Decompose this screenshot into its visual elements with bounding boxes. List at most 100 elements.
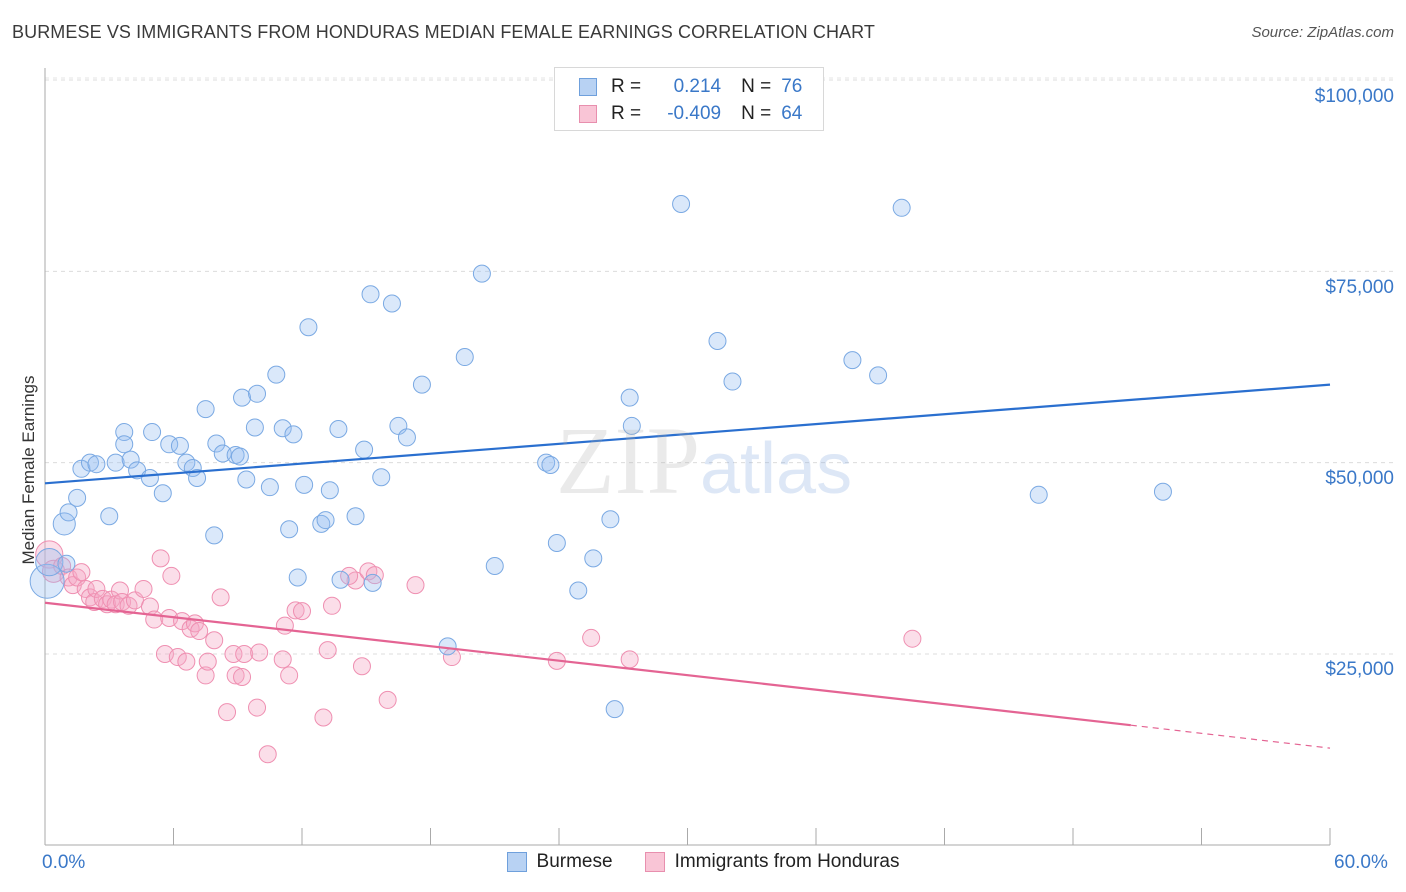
burmese-point: [397, 428, 416, 447]
burmese-point: [455, 348, 474, 367]
burmese-point: [620, 388, 639, 407]
burmese-point: [230, 447, 249, 466]
honduras-point: [162, 566, 181, 585]
burmese-point: [485, 556, 504, 575]
honduras-point: [903, 629, 922, 648]
burmese-point: [1153, 482, 1172, 501]
honduras-point: [224, 645, 243, 663]
honduras-point: [258, 745, 277, 764]
honduras-point: [280, 666, 299, 685]
honduras-point: [322, 596, 341, 615]
burmese-point: [100, 507, 119, 526]
honduras-point: [275, 616, 294, 635]
burmese-point: [329, 419, 348, 438]
burmese-point: [248, 384, 267, 403]
honduras-point: [110, 581, 129, 600]
stats-legend: R = 0.214 N = 76 R = -0.409 N = 64: [554, 67, 824, 131]
burmese-point: [188, 468, 207, 487]
y-axis-label: Median Female Earnings: [19, 375, 38, 565]
trend-lines: [44, 383, 1331, 749]
y-tick-label: $50,000: [1325, 468, 1394, 489]
stats-row-honduras: R = -0.409 N = 64: [579, 101, 802, 127]
honduras-point: [87, 579, 106, 598]
honduras-point: [177, 652, 196, 671]
burmese-point: [59, 503, 78, 522]
burmese-point: [115, 423, 134, 442]
burmese-point: [672, 194, 691, 213]
n-label: N =: [741, 76, 772, 97]
burmese-point: [237, 470, 256, 489]
honduras-point: [196, 666, 215, 685]
honduras-swatch: [579, 105, 597, 123]
burmese-point: [288, 568, 307, 587]
burmese-point: [153, 484, 172, 503]
stats-row-burmese: R = 0.214 N = 76: [579, 74, 802, 100]
burmese-point: [280, 520, 299, 539]
honduras-legend-swatch: [644, 852, 665, 872]
honduras-point: [250, 643, 269, 662]
burmese-point: [541, 455, 560, 474]
honduras-point: [352, 657, 371, 676]
honduras-point: [340, 566, 359, 585]
honduras-point: [205, 631, 224, 650]
burmese-point: [382, 294, 401, 313]
burmese-point: [363, 573, 382, 592]
n-label: N =: [741, 103, 772, 124]
bottom-legend: Burmese Immigrants from Honduras: [0, 851, 1406, 873]
burmese-swatch: [579, 78, 597, 96]
axes: [44, 68, 1331, 846]
burmese-point: [843, 351, 862, 370]
burmese-point: [57, 554, 76, 573]
burmese-point: [267, 365, 286, 384]
honduras-trend-extension: [1130, 724, 1331, 749]
burmese-point: [605, 700, 624, 719]
honduras-point: [378, 690, 397, 709]
burmese-point: [331, 570, 350, 589]
burmese-point: [316, 511, 335, 530]
burmese-point: [723, 372, 742, 391]
honduras-point: [582, 628, 601, 647]
burmese-point: [87, 455, 106, 474]
burmese-point: [213, 444, 232, 463]
honduras-point: [168, 648, 187, 667]
burmese-point: [68, 488, 87, 507]
burmese-trend-line: [44, 383, 1331, 485]
burmese-point: [35, 548, 64, 577]
burmese-point: [412, 375, 431, 394]
honduras-point: [235, 645, 254, 663]
burmese-point: [140, 468, 159, 487]
burmese-point: [170, 436, 189, 455]
honduras-point: [35, 540, 64, 569]
honduras-point: [134, 579, 153, 598]
legend-label: Immigrants from Honduras: [674, 851, 900, 872]
burmese-point: [472, 264, 491, 283]
y-tick-label: $100,000: [1314, 86, 1394, 107]
burmese-point: [106, 453, 125, 472]
r-label: R =: [611, 103, 642, 124]
burmese-point: [361, 285, 380, 304]
burmese-point: [601, 510, 620, 529]
burmese-point: [121, 450, 140, 469]
r-value: -0.409: [667, 103, 722, 124]
honduras-point: [314, 708, 333, 727]
burmese-legend-swatch: [506, 852, 527, 872]
honduras-points: [35, 540, 922, 764]
burmese-point: [273, 419, 292, 438]
honduras-trend-line: [44, 601, 1131, 727]
burmese-point: [115, 435, 134, 454]
burmese-point: [547, 534, 566, 553]
y-tick-label: $75,000: [1325, 277, 1394, 298]
burmese-point: [143, 423, 162, 442]
source-label: Source: ZipAtlas.com: [1251, 24, 1394, 41]
x-tick-label: 60.0%: [1334, 852, 1388, 873]
burmese-point: [207, 434, 226, 453]
burmese-point: [584, 549, 603, 568]
honduras-point: [190, 622, 209, 641]
honduras-point: [248, 698, 267, 717]
burmese-point: [892, 198, 911, 217]
honduras-point: [406, 576, 425, 595]
burmese-point: [355, 440, 374, 459]
honduras-point: [226, 666, 245, 685]
grid-lines: [45, 77, 1393, 655]
